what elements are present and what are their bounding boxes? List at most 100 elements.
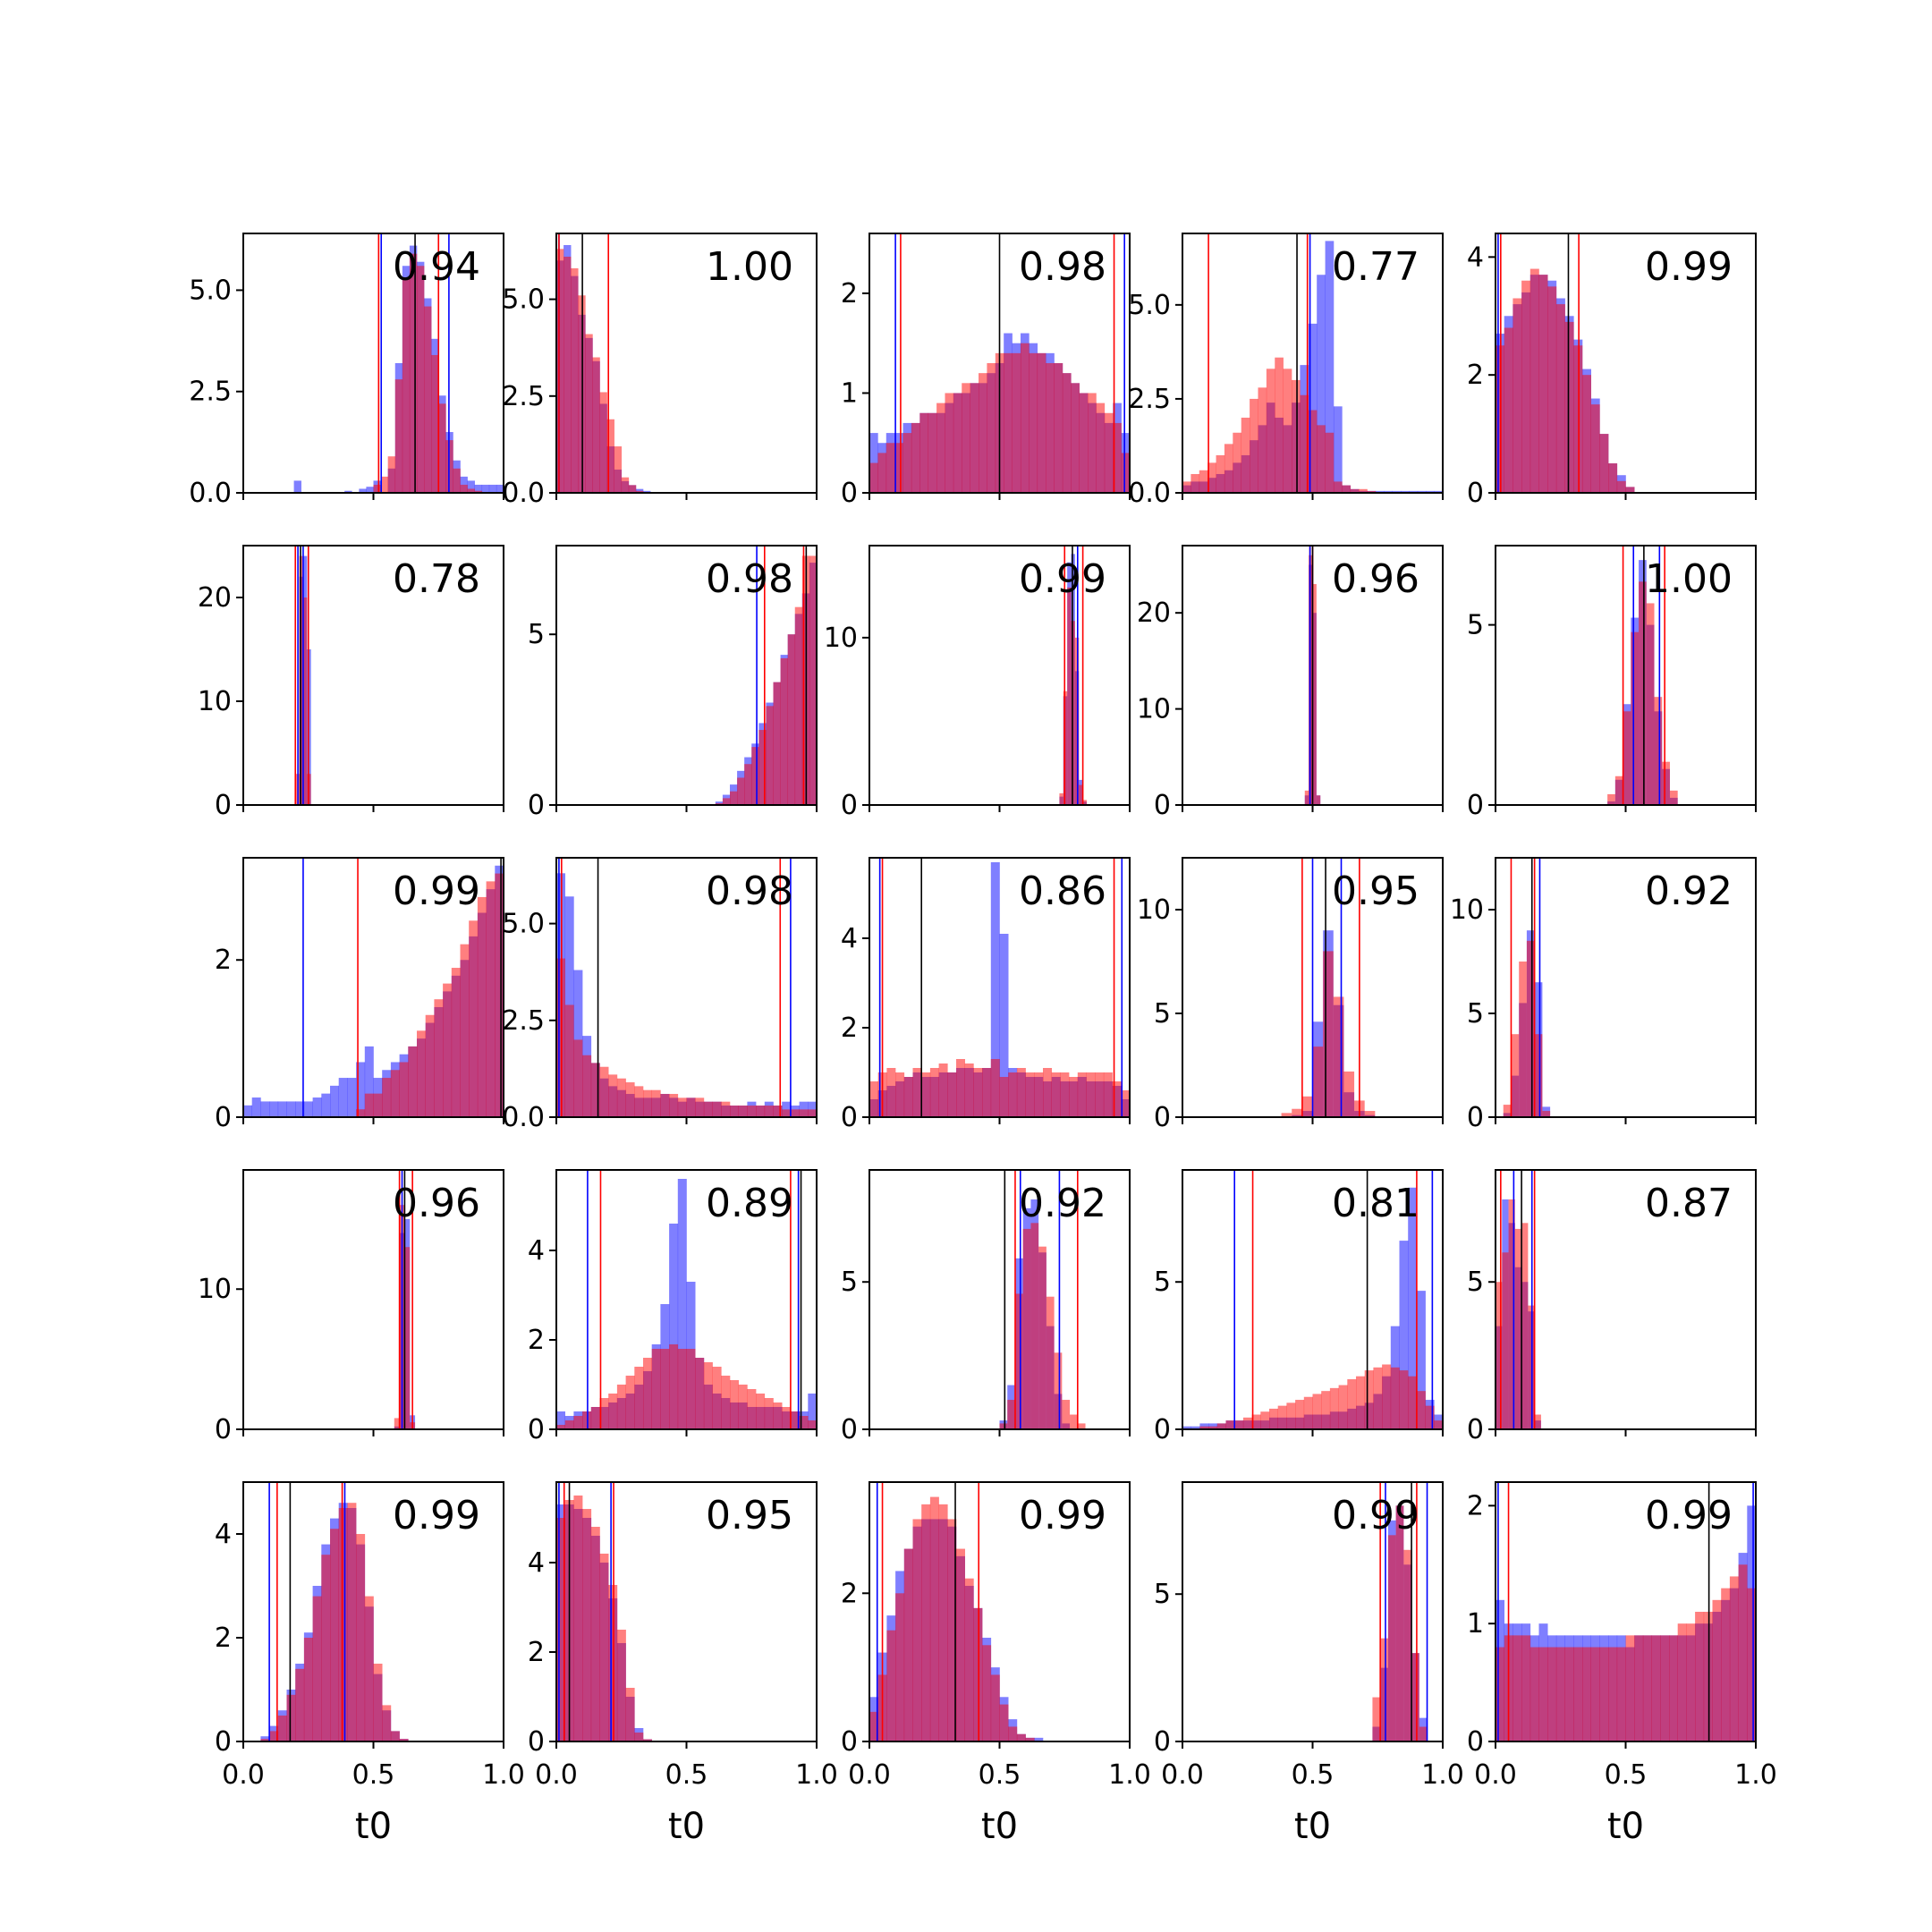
bar-red-2 — [1199, 470, 1208, 493]
bar-red-27 — [790, 1411, 800, 1429]
y-tick-label: 0.0 — [1128, 478, 1171, 509]
bar-red-5 — [1225, 1420, 1235, 1429]
bar-red-19 — [1342, 485, 1352, 493]
subplot-r1-c1: 050.98 — [528, 545, 818, 821]
bar-red-17 — [703, 1101, 713, 1117]
bar-red-26 — [431, 354, 439, 493]
correlation-annotation: 0.99 — [393, 1493, 480, 1538]
bar-red-13 — [669, 1094, 679, 1117]
correlation-annotation: 1.00 — [1645, 556, 1733, 602]
y-tick-label: 2 — [528, 1325, 545, 1356]
bar-red-20 — [1350, 488, 1360, 493]
bar-blue-17 — [1325, 241, 1335, 493]
bar-red-13 — [1295, 1400, 1305, 1429]
bar-red-5 — [912, 1519, 922, 1741]
x-tick-label: 0.5 — [1605, 1759, 1648, 1791]
bar-red-23 — [1695, 1612, 1705, 1741]
bar-red-22 — [747, 1106, 757, 1117]
bar-red-3 — [1514, 1228, 1522, 1429]
bar-red-1 — [564, 256, 572, 493]
bar-red-20 — [1356, 1376, 1365, 1429]
x-tick-label: 0.5 — [1292, 1759, 1335, 1791]
bar-red-2 — [1014, 1293, 1023, 1429]
bar-red-3 — [1526, 940, 1535, 1117]
bar-red-29 — [808, 1420, 817, 1429]
y-tick-label: 0.0 — [189, 478, 232, 509]
correlation-annotation: 0.99 — [1645, 1493, 1733, 1538]
correlation-annotation: 0.78 — [393, 556, 480, 602]
bar-red-7 — [606, 419, 614, 493]
bar-red-2 — [886, 1068, 896, 1117]
correlation-annotation: 0.77 — [1332, 244, 1419, 290]
plot-area — [869, 233, 1130, 493]
bar-red-15 — [1308, 410, 1318, 493]
bar-red-17 — [1329, 1387, 1339, 1429]
bar-blue-26 — [1408, 1187, 1418, 1429]
plot-area — [715, 546, 817, 805]
bar-red-12 — [1599, 434, 1609, 493]
bar-red-25 — [773, 1106, 783, 1117]
bar-red-19 — [1029, 352, 1038, 493]
y-tick-label: 5.0 — [189, 275, 232, 306]
bar-red-15 — [686, 1097, 696, 1117]
y-tick-label: 2.5 — [189, 377, 232, 408]
correlation-annotation: 0.81 — [1332, 1181, 1419, 1226]
bar-red-23 — [1382, 1364, 1392, 1429]
bar-red-5 — [912, 1068, 922, 1117]
bar-red-11 — [964, 1578, 974, 1741]
bar-red-0 — [1281, 1113, 1292, 1117]
plot-area — [556, 233, 651, 493]
bar-red-5 — [1224, 444, 1233, 493]
bar-red-10 — [1582, 375, 1591, 493]
bar-red-24 — [1077, 1072, 1087, 1117]
bar-red-8 — [938, 1504, 948, 1741]
subplot-r4-c0: 0 2 4 0.0 0.5 1.0 t0 0.99 — [215, 1481, 525, 1847]
x-tick-label: 0.0 — [1474, 1759, 1517, 1791]
x-axis-label: t0 — [355, 1806, 392, 1847]
bar-red-11 — [635, 490, 644, 493]
bar-red-29 — [1434, 1420, 1443, 1429]
bar-red-1 — [1191, 473, 1200, 493]
bar-red-20 — [1037, 352, 1046, 493]
bar-red-8 — [625, 1082, 635, 1117]
bar-red-5 — [592, 357, 600, 493]
bar-blue-3 — [269, 1101, 279, 1117]
bar-red-18 — [399, 1062, 409, 1117]
correlation-annotation: 0.92 — [1019, 1181, 1106, 1226]
subplot-r2-c0: 020.99 — [215, 857, 504, 1133]
subplot-r0-c2: 0 1 2 0.98 — [841, 233, 1131, 509]
bar-blue-34 — [488, 484, 497, 493]
bar-red-12 — [660, 1094, 670, 1117]
bar-red-7 — [1242, 1417, 1252, 1429]
bar-red-10 — [956, 1059, 965, 1117]
bar-red-17 — [1642, 1635, 1652, 1741]
bar-red-16 — [382, 1705, 392, 1741]
subplot-r0-c3: 0.0 2.5 5.0 0.77 — [1128, 233, 1444, 509]
bar-red-4 — [277, 1716, 287, 1741]
bar-blue-9 — [321, 1093, 331, 1117]
y-tick-label: 1 — [841, 377, 858, 409]
bar-red-5 — [1538, 275, 1548, 493]
subplot-r4-c1: 0 2 4 0.0 0.5 1.0 t0 0.95 — [528, 1481, 838, 1847]
bar-red-1 — [564, 1004, 574, 1117]
bar-red-0 — [556, 958, 565, 1117]
bar-blue-18 — [1333, 406, 1343, 493]
bar-red-2 — [1301, 1096, 1313, 1117]
bar-blue-16 — [359, 488, 367, 493]
bar-red-26 — [1408, 1376, 1418, 1429]
bar-red-1 — [1292, 1108, 1302, 1117]
bar-red-5 — [1542, 1111, 1551, 1117]
bar-red-17 — [1012, 352, 1021, 493]
y-tick-label: 5 — [1467, 1267, 1484, 1298]
bar-red-20 — [730, 1106, 739, 1117]
bar-red-2 — [573, 1496, 583, 1741]
x-tick-label: 0.0 — [535, 1759, 578, 1791]
bar-red-15 — [999, 1077, 1009, 1117]
bar-red-5 — [599, 1066, 609, 1117]
bar-blue-7 — [293, 480, 301, 493]
bar-red-8 — [1669, 790, 1678, 805]
bar-red-28 — [799, 1416, 809, 1429]
bar-red-17 — [703, 1362, 713, 1429]
subplot-r4-c4: 0 1 2 0.0 0.5 1.0 t0 0.99 — [1467, 1481, 1777, 1847]
bar-red-26 — [1721, 1588, 1731, 1741]
